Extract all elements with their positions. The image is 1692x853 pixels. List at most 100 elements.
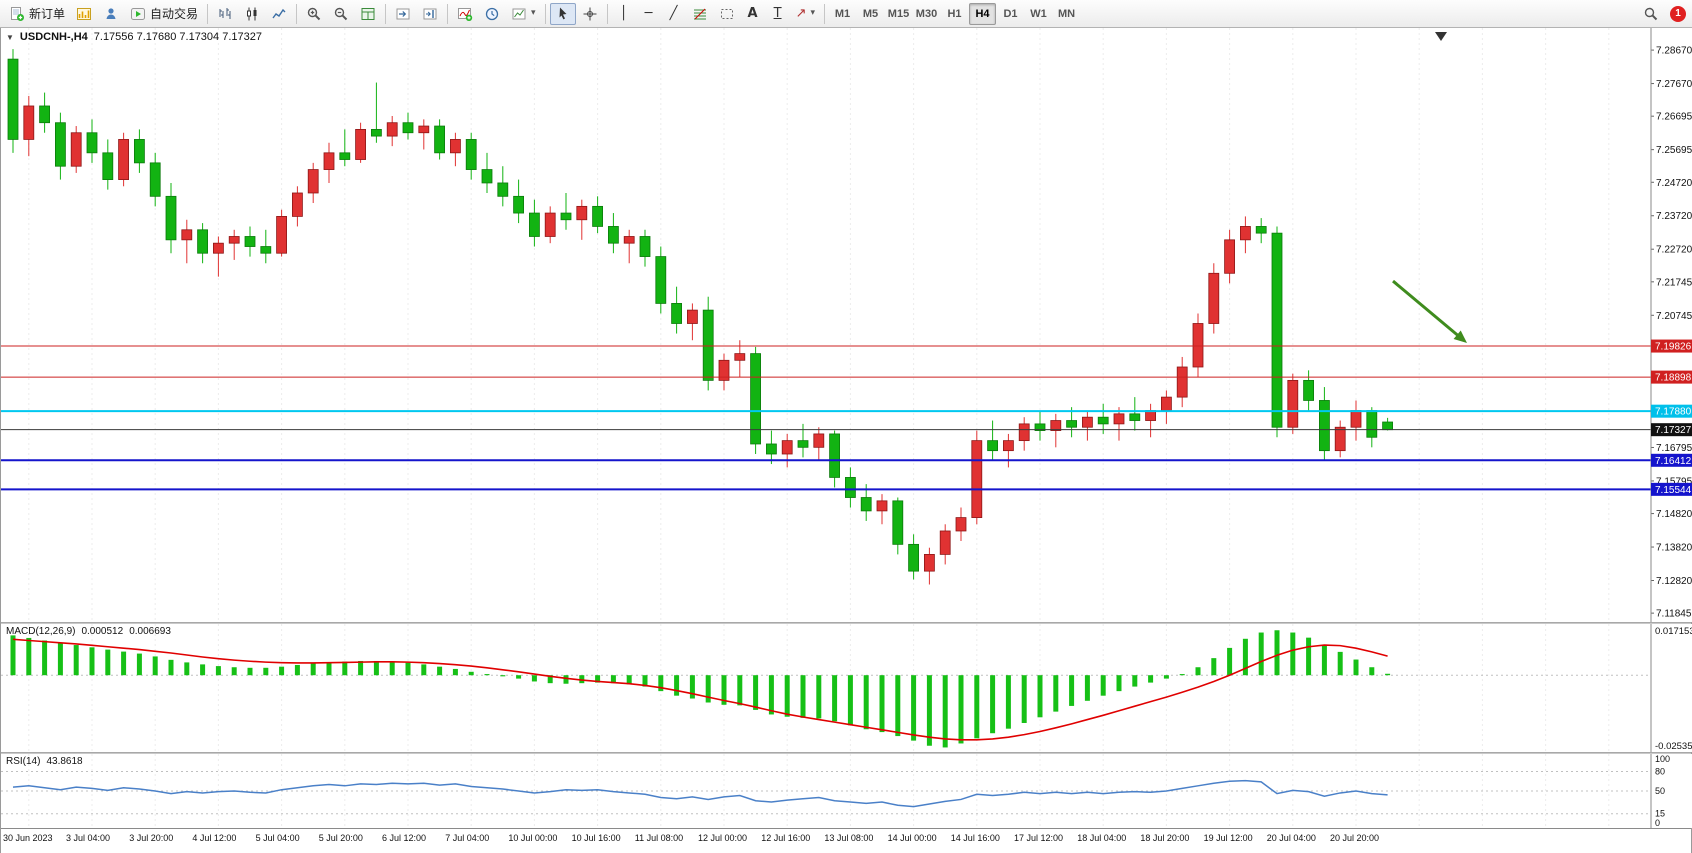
autotrading-button[interactable]: 自动交易 (125, 3, 203, 25)
candlestick-chart-button[interactable] (239, 3, 265, 25)
timeframe-d1[interactable]: D1 (997, 3, 1024, 25)
price-badge (1651, 423, 1692, 437)
tile-windows-button[interactable] (355, 3, 381, 25)
candle (260, 246, 272, 254)
timeframe-m5[interactable]: M5 (857, 3, 884, 25)
candle (1303, 379, 1314, 401)
price-chart[interactable]: 7.28670 7.27670 7.26695 7.25695 7.24720 7.237… (1, 28, 1692, 622)
candle (418, 125, 430, 134)
candle (987, 440, 998, 452)
cursor-button[interactable] (549, 2, 576, 25)
macd-bar (10, 635, 16, 676)
candle (102, 152, 114, 180)
candle (149, 162, 161, 197)
candle (876, 500, 888, 512)
timeframe-h1[interactable]: H1 (941, 3, 968, 25)
chart-shift-icon (423, 8, 437, 19)
auto-scroll-button[interactable] (390, 3, 416, 25)
horizontal-line-button[interactable]: ─ (637, 3, 661, 25)
chart-shift-button[interactable] (417, 3, 443, 25)
timeframe-m15[interactable]: M15 (885, 3, 912, 25)
time-label: 13 Jul 08:00 (824, 833, 874, 843)
time-label: 17 Jul 12:00 (1014, 833, 1064, 843)
macd-bar (421, 664, 427, 676)
macd-bar (1337, 651, 1343, 676)
new-order-button[interactable]: 新订单 (4, 3, 70, 25)
candle (813, 433, 825, 448)
timeframe-m1[interactable]: M1 (829, 3, 856, 25)
timeframe-m30[interactable]: M30 (913, 3, 940, 25)
zoom-in-button[interactable] (301, 3, 327, 25)
candle (576, 205, 588, 221)
macd-bar (342, 661, 348, 676)
macd-bar (516, 675, 522, 679)
zoom-out-button[interactable] (328, 3, 354, 25)
candle (228, 236, 240, 244)
time-label: 7 Jul 04:00 (445, 833, 490, 843)
macd-bar (768, 675, 774, 715)
macd-bar (737, 675, 743, 706)
zoom-out-icon (334, 7, 348, 20)
candle (829, 433, 840, 478)
fibonacci-button[interactable] (687, 3, 713, 25)
timeframe-mn[interactable]: MN (1053, 3, 1080, 25)
dropdown-icon: ▾ (810, 8, 815, 18)
line-chart-button[interactable] (266, 3, 292, 25)
candle (1082, 416, 1093, 428)
line-chart-icon (272, 8, 286, 18)
macd-bar (531, 675, 537, 682)
time-label: 14 Jul 00:00 (887, 833, 937, 843)
new-chart-button[interactable] (71, 3, 97, 25)
macd-bar (1069, 675, 1075, 706)
text-button[interactable]: A (741, 3, 765, 25)
toolbar-right: 1 (1638, 3, 1688, 25)
macd-bar (563, 675, 569, 684)
trendline-button[interactable]: ╱ (662, 3, 686, 25)
candle (529, 212, 540, 237)
cursor-icon (559, 7, 567, 19)
time-label: 30 Jun 2023 (3, 833, 53, 843)
candle (781, 440, 793, 455)
macd-bar (231, 667, 237, 676)
price-badge (1651, 339, 1692, 353)
vertical-line-button[interactable]: │ (612, 3, 636, 25)
candle (608, 226, 619, 244)
candle (1271, 232, 1283, 428)
notification-badge[interactable]: 1 (1670, 5, 1686, 22)
label-button[interactable]: T (766, 3, 790, 25)
bar-chart-button[interactable] (212, 3, 238, 25)
panel-separator[interactable] (1, 622, 1691, 624)
trend-arrow-annotation[interactable] (1392, 279, 1460, 338)
templates-button[interactable]: ▾ (506, 3, 541, 25)
rsi-line (12, 779, 1388, 808)
candle (307, 169, 319, 194)
shapes-button[interactable] (714, 3, 740, 25)
candle (1224, 239, 1235, 274)
time-label: 19 Jul 12:00 (1203, 833, 1253, 843)
indicators-button[interactable] (452, 3, 478, 25)
candle (639, 236, 651, 257)
macd-panel[interactable]: 0.017153 -0.025358 (1, 624, 1692, 752)
candle (370, 128, 382, 137)
macd-bar (1053, 675, 1059, 712)
time-label: 20 Jul 20:00 (1330, 833, 1380, 843)
price-tick-label: 7.16795 (1656, 443, 1692, 454)
timeframe-w1[interactable]: W1 (1025, 3, 1052, 25)
macd-bar (26, 637, 32, 676)
crosshair-button[interactable] (577, 3, 603, 25)
rsi-panel[interactable]: 100 80 50 150 (1, 754, 1692, 828)
time-axis[interactable]: 30 Jun 2023 3 Jul 04:00 3 Jul 20:00 4 Jul 1… (1, 828, 1691, 853)
timeframe-h4[interactable]: H4 (969, 2, 996, 25)
chart-window: ▼ USDCNH-,H4 7.17556 7.17680 7.17304 7.1… (0, 28, 1692, 853)
time-label: 11 Jul 08:00 (634, 833, 684, 843)
panel-separator[interactable] (1, 752, 1691, 754)
profiles-button[interactable] (98, 3, 124, 25)
macd-axis-bottom: -0.025358 (1655, 741, 1692, 752)
candle (845, 477, 856, 498)
time-label: 18 Jul 20:00 (1140, 833, 1190, 843)
arrows-button[interactable]: ↗ ▾ (791, 3, 820, 25)
periods-button[interactable] (479, 3, 505, 25)
chart-shift-marker[interactable] (1435, 32, 1447, 41)
price-badge-label: 7.15544 (1655, 485, 1692, 496)
search-button[interactable] (1638, 3, 1664, 25)
